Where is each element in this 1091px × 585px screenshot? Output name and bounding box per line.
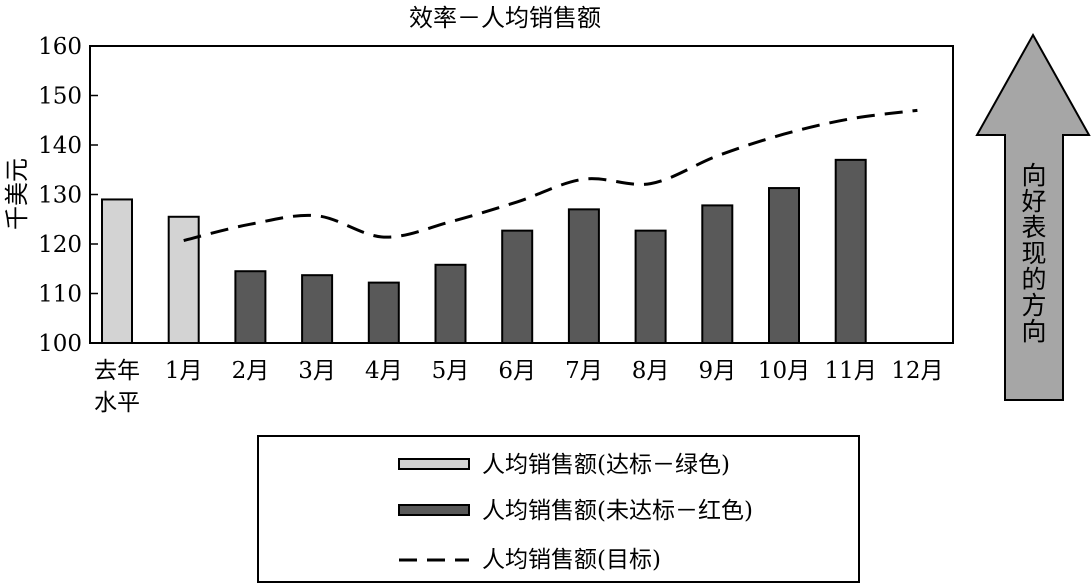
y-axis-label: 千美元	[3, 158, 31, 230]
arrow-label-text: 向好表现的方向	[1021, 161, 1046, 346]
legend: 人均销售额(达标－绿色) 人均销售额(未达标－红色) 人均销售额(目标)	[257, 435, 860, 583]
y-tick-label: 160	[38, 34, 82, 60]
target-line	[183, 108, 918, 242]
legend-label-met: 人均销售额(达标－绿色)	[482, 452, 730, 478]
x-tick-label: 3月	[298, 358, 336, 384]
legend-box	[257, 435, 860, 583]
y-tick-label: 130	[38, 183, 82, 209]
x-tick-label: 5月	[432, 358, 470, 384]
bar-unmet	[701, 204, 734, 344]
x-tick-label: 9月	[698, 358, 736, 384]
direction-arrow: 向好表现的方向	[975, 32, 1091, 401]
bar-unmet	[301, 274, 334, 344]
x-tick-label: 12月	[891, 358, 943, 384]
y-axis-ticks: 100 110 120 130 140 150 160	[38, 34, 98, 357]
x-tick-label: 10月	[758, 358, 810, 384]
up-arrow-icon	[975, 32, 1091, 401]
y-tick-label: 110	[38, 282, 82, 308]
x-tick-label: 6月	[498, 358, 536, 384]
x-tick-label: 去年水平	[94, 358, 140, 416]
legend-label-target: 人均销售额(目标)	[482, 547, 661, 573]
x-tick-label: 11月	[825, 358, 877, 384]
x-tick-label: 2月	[232, 358, 270, 384]
y-tick-label: 120	[38, 232, 82, 258]
legend-swatch-met	[398, 458, 470, 470]
bar-unmet	[434, 263, 467, 345]
bar-unmet	[834, 158, 867, 344]
bar-unmet	[768, 187, 800, 344]
x-tick-label: 1月	[165, 358, 203, 384]
chart-title: 效率－人均销售额	[409, 4, 601, 32]
bar-met	[101, 198, 133, 344]
legend-swatch-unmet	[398, 504, 470, 516]
y-tick-label: 140	[38, 133, 82, 159]
arrow-label: 向好表现的方向	[1021, 161, 1046, 346]
bars	[101, 158, 867, 345]
bar-unmet	[234, 270, 267, 345]
bar-unmet	[501, 229, 534, 344]
x-tick-label: 8月	[632, 358, 670, 384]
x-tick-label: 7月	[565, 358, 603, 384]
x-axis-ticks: 去年水平 1月 2月 3月 4月 5月 6月 7月 8月 9月 10月 11月 12月	[94, 358, 944, 416]
bar-unmet	[634, 229, 667, 344]
bar-met	[167, 215, 200, 344]
legend-label-unmet: 人均销售额(未达标－红色)	[482, 498, 753, 524]
bar-unmet	[567, 208, 600, 344]
y-tick-label: 150	[38, 84, 82, 110]
y-tick-label: 100	[38, 331, 82, 357]
x-tick-label: 4月	[365, 358, 403, 384]
bar-unmet	[367, 281, 400, 344]
